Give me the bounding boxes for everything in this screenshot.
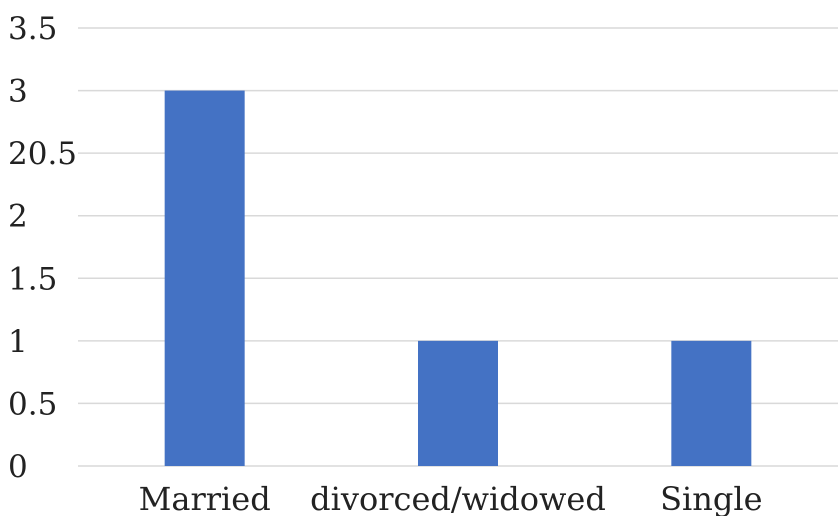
y-tick-label: 1.5 [8, 261, 57, 297]
y-tick-label: 1 [8, 324, 28, 360]
y-tick-label: 0.5 [8, 386, 57, 422]
y-tick-label: 3.5 [8, 11, 57, 47]
bar [671, 340, 752, 466]
y-axis-tick-labels: 0 0.5 1 1.5 2 20.5 3 3.5 [8, 11, 77, 485]
bar [164, 90, 245, 467]
bars [164, 90, 752, 467]
x-category-label: Married [139, 480, 271, 516]
bar [418, 340, 498, 466]
y-tick-label: 2 [8, 199, 28, 235]
x-category-label: Single [660, 480, 762, 516]
y-tick-label: 3 [8, 74, 28, 110]
y-tick-label: 0 [8, 449, 28, 485]
x-category-label: divorced/widowed [310, 480, 606, 516]
x-axis-category-labels: Married divorced/widowed Single [139, 480, 763, 516]
y-tick-label: 20.5 [8, 136, 77, 172]
